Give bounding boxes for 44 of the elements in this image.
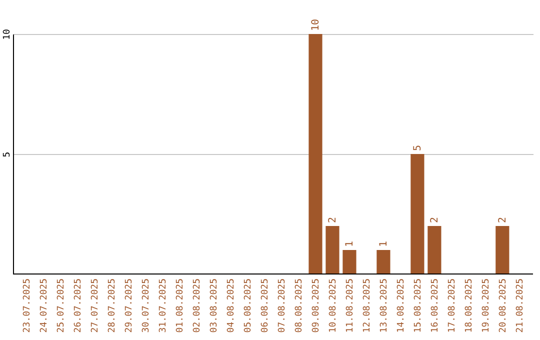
bar — [496, 226, 510, 274]
data-label: 2 — [429, 216, 440, 223]
bar — [428, 226, 442, 274]
x-tick-label: 31.07.2025 — [158, 278, 169, 333]
x-tick-label: 03.08.2025 — [210, 278, 220, 333]
x-tick-label: 15.08.2025 — [413, 278, 424, 333]
x-tick-label: 05.08.2025 — [244, 278, 254, 333]
data-label: 1 — [344, 240, 356, 247]
x-tick-label: 14.08.2025 — [396, 278, 406, 333]
bar — [308, 34, 322, 274]
x-tick-label: 11.08.2025 — [345, 278, 356, 333]
bar — [342, 250, 356, 274]
x-tick-label: 19.08.2025 — [481, 278, 492, 333]
x-tick-label: 12.08.2025 — [362, 278, 372, 333]
x-tick-label: 10.08.2025 — [328, 278, 338, 333]
x-tick-label: 25.07.2025 — [56, 278, 67, 333]
x-tick-label: 04.08.2025 — [226, 278, 237, 333]
x-tick-label: 29.07.2025 — [124, 278, 135, 333]
x-tick-label: 26.07.2025 — [74, 278, 84, 333]
x-tick-label: 16.08.2025 — [430, 278, 440, 333]
data-label: 5 — [412, 144, 424, 151]
x-tick-label: 01.08.2025 — [176, 278, 186, 333]
data-label: 1 — [378, 240, 390, 247]
x-tick-label: 28.07.2025 — [108, 278, 118, 333]
x-tick-label: 21.08.2025 — [515, 278, 526, 333]
x-tick-label: 07.08.2025 — [277, 278, 288, 333]
x-tick-label: 02.08.2025 — [192, 278, 203, 333]
x-tick-label: 17.08.2025 — [447, 278, 458, 333]
bar — [410, 154, 424, 274]
x-tick-label: 09.08.2025 — [311, 278, 322, 333]
bar — [376, 250, 390, 274]
bar — [326, 226, 340, 274]
x-tick-label: 27.07.2025 — [90, 278, 101, 333]
x-tick-label: 08.08.2025 — [294, 278, 304, 333]
x-tick-label: 23.07.2025 — [22, 278, 33, 333]
x-tick-label: 24.07.2025 — [40, 278, 50, 333]
x-tick-label: 06.08.2025 — [260, 278, 271, 333]
x-tick-label: 30.07.2025 — [142, 278, 152, 333]
x-tick-label: 18.08.2025 — [464, 278, 474, 333]
data-label: 2 — [327, 216, 338, 223]
data-label: 10 — [310, 18, 322, 31]
data-label: 2 — [497, 216, 508, 223]
x-tick-label: 20.08.2025 — [498, 278, 508, 333]
x-tick-label: 13.08.2025 — [379, 278, 390, 333]
